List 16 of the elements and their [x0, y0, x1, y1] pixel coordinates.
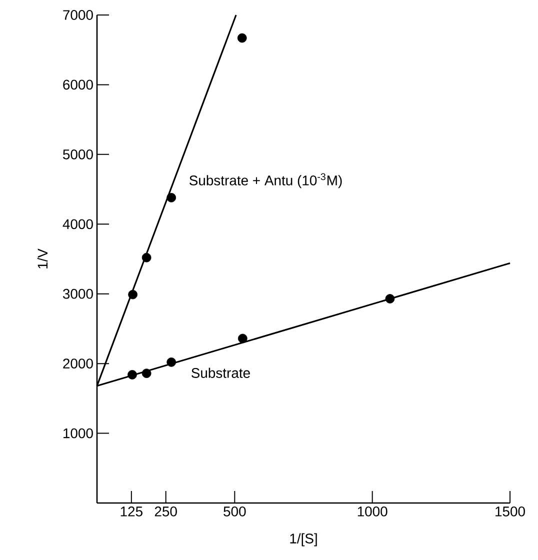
y-tick-label: 6000	[63, 80, 93, 90]
y-tick-label: 4000	[62, 219, 93, 230]
x-axis-title: 1/[S]	[290, 533, 317, 546]
y-axis-title: 1/V	[37, 248, 48, 268]
x-tick-label: 125	[120, 506, 142, 516]
x-tick-label: 250	[154, 506, 177, 516]
y-tick-label: 7000	[63, 10, 93, 20]
y-tick-label: 3000	[62, 288, 93, 299]
series-label: Substrate + Antu (10$^{-3}$M)	[190, 173, 342, 188]
series-label: Substrate	[192, 368, 250, 378]
x-tick-label: 500	[224, 506, 246, 516]
y-tick-label: 2000	[63, 358, 93, 369]
y-tick-label: 5000	[63, 149, 93, 160]
x-tick-label: 1000	[358, 506, 388, 516]
y-tick-label: 1000	[64, 428, 93, 438]
x-tick-label: 1500	[496, 506, 525, 516]
